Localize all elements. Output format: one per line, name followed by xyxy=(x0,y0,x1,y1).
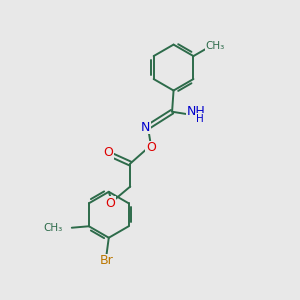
Text: CH₃: CH₃ xyxy=(206,41,225,51)
Text: O: O xyxy=(146,141,156,154)
Text: NH: NH xyxy=(187,105,206,118)
Text: O: O xyxy=(106,197,116,210)
Text: N: N xyxy=(141,121,150,134)
Text: H: H xyxy=(196,114,204,124)
Text: O: O xyxy=(103,146,113,159)
Text: CH₃: CH₃ xyxy=(44,223,63,233)
Text: Br: Br xyxy=(100,254,113,267)
